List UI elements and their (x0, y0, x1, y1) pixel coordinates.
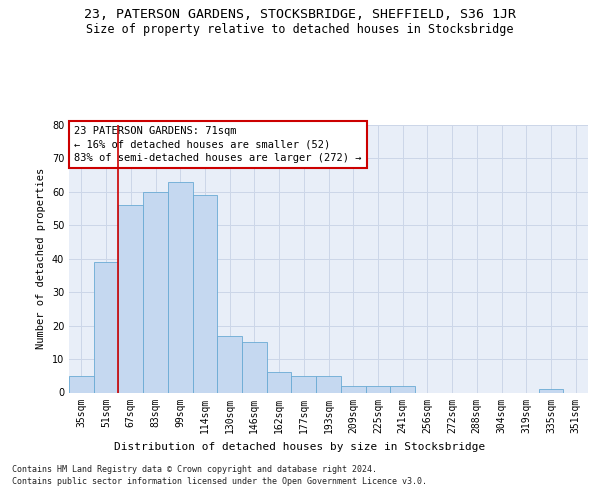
Bar (143, 192, 168, 392)
Bar (193, 195, 217, 392)
Text: Size of property relative to detached houses in Stocksbridge: Size of property relative to detached ho… (86, 22, 514, 36)
Bar (292, 376, 316, 392)
Bar (316, 376, 341, 392)
Bar (94, 262, 118, 392)
Text: 23 PATERSON GARDENS: 71sqm
← 16% of detached houses are smaller (52)
83% of semi: 23 PATERSON GARDENS: 71sqm ← 16% of deta… (74, 126, 362, 162)
Bar (390, 386, 415, 392)
Bar (242, 342, 267, 392)
Text: Distribution of detached houses by size in Stocksbridge: Distribution of detached houses by size … (115, 442, 485, 452)
Text: 23, PATERSON GARDENS, STOCKSBRIDGE, SHEFFIELD, S36 1JR: 23, PATERSON GARDENS, STOCKSBRIDGE, SHEF… (84, 8, 516, 20)
Bar (217, 336, 242, 392)
Bar (365, 386, 390, 392)
Y-axis label: Number of detached properties: Number of detached properties (36, 168, 46, 350)
Bar (341, 386, 365, 392)
Bar (539, 389, 563, 392)
Bar (118, 205, 143, 392)
Bar (69, 376, 94, 392)
Text: Contains public sector information licensed under the Open Government Licence v3: Contains public sector information licen… (12, 478, 427, 486)
Text: Contains HM Land Registry data © Crown copyright and database right 2024.: Contains HM Land Registry data © Crown c… (12, 465, 377, 474)
Bar (267, 372, 292, 392)
Bar (168, 182, 193, 392)
